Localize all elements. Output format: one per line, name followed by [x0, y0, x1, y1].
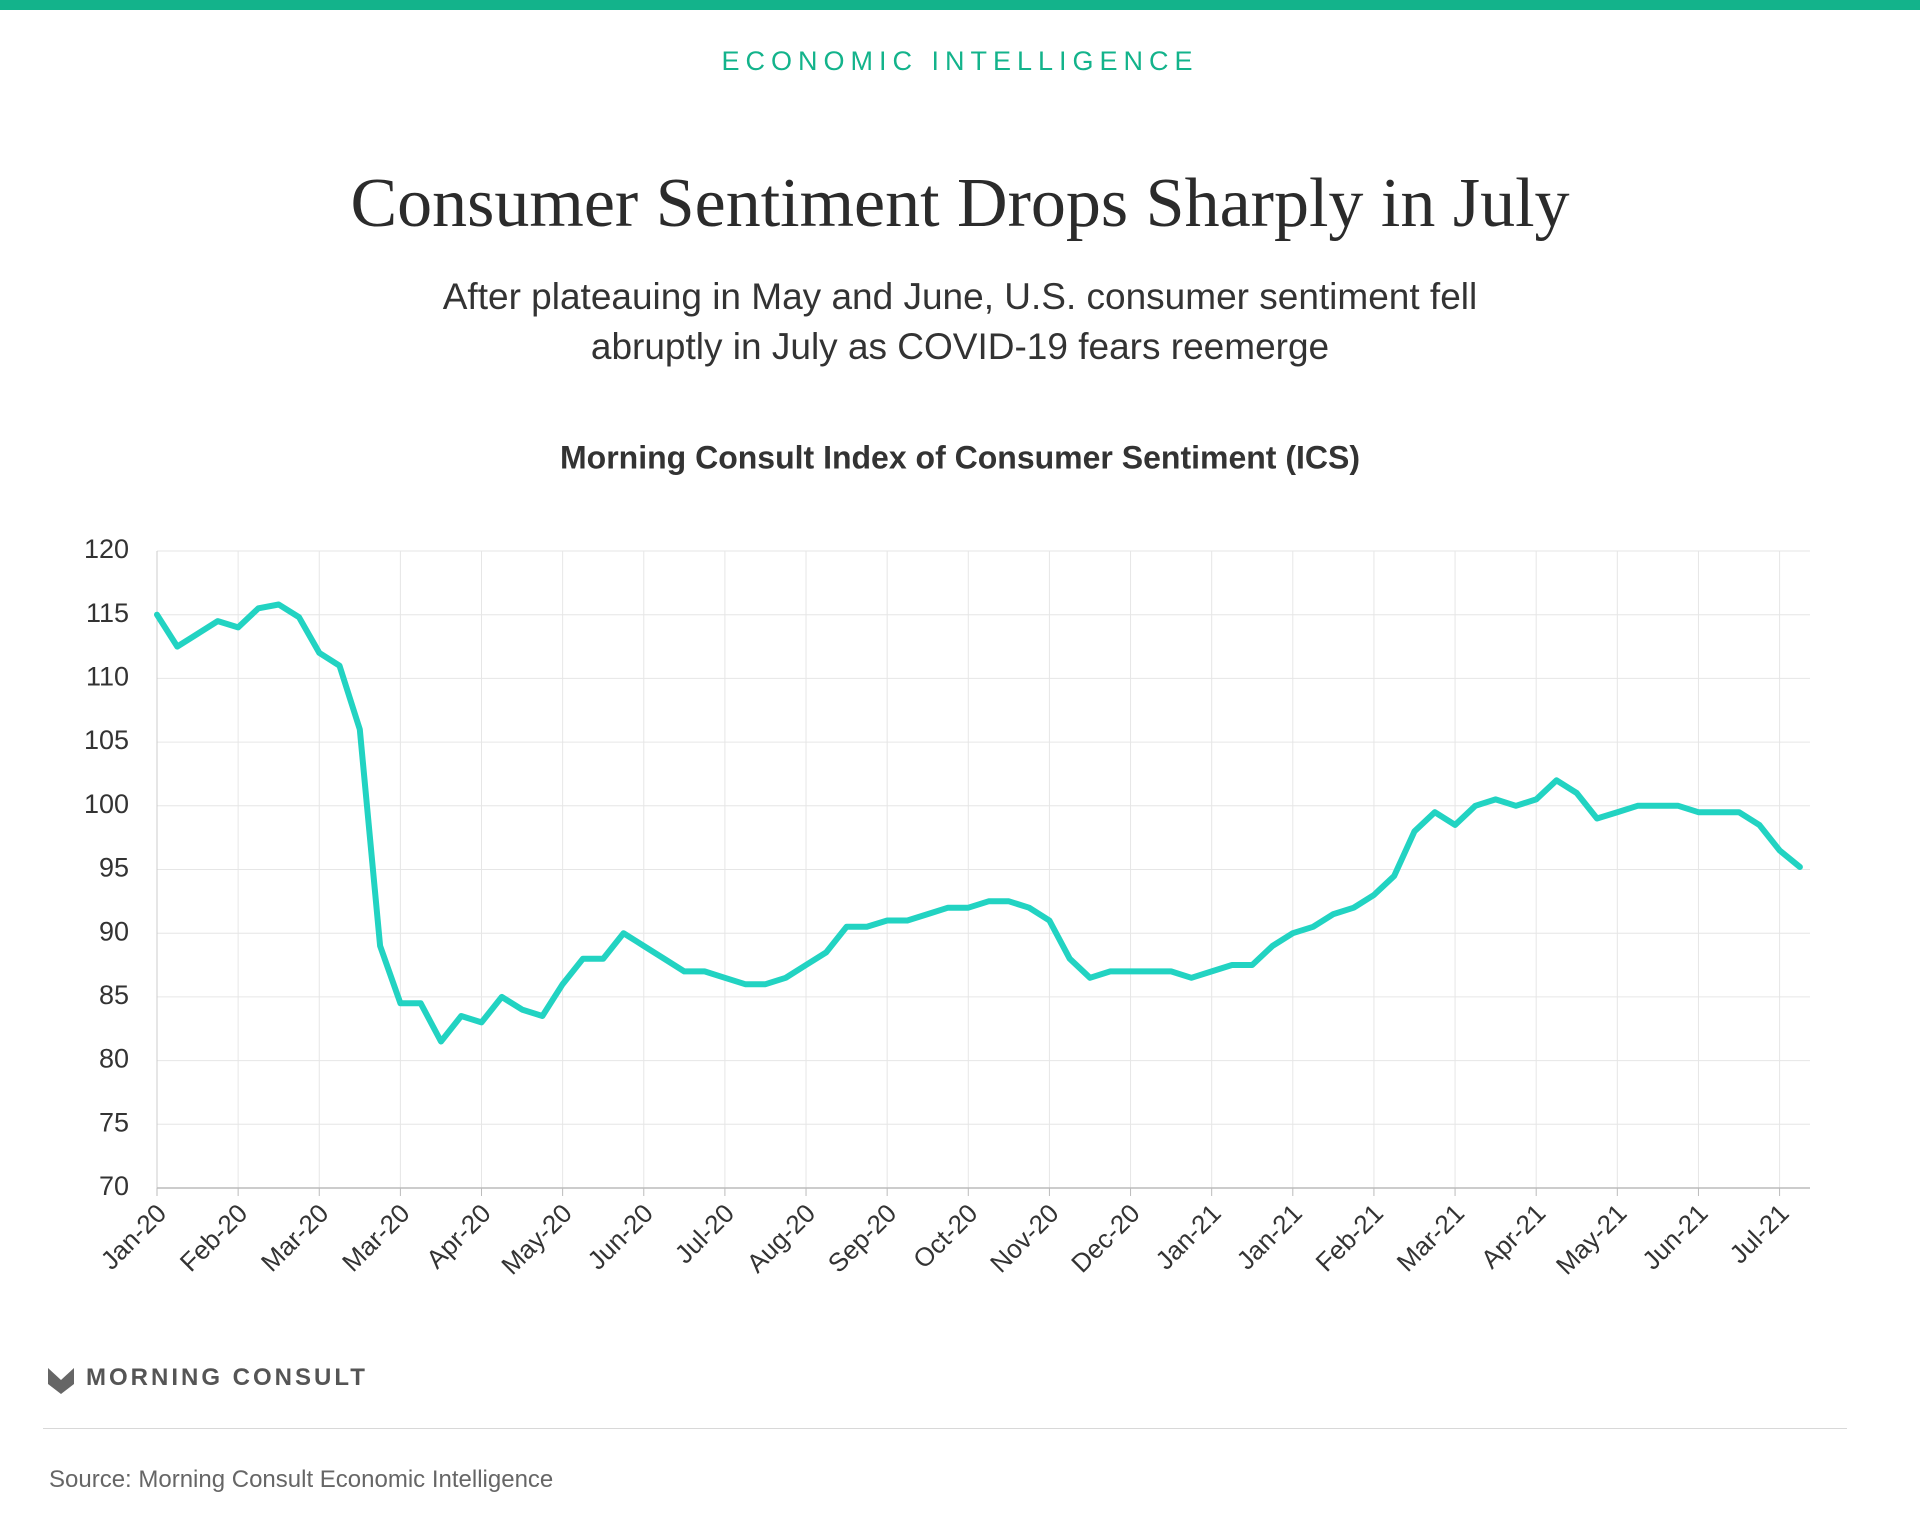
y-tick-label: 110: [86, 662, 129, 692]
x-tick-label: May-21: [1550, 1198, 1633, 1281]
x-tick-label: Mar-21: [1391, 1198, 1470, 1277]
divider: [43, 1428, 1847, 1429]
y-tick-label: 105: [84, 725, 129, 755]
x-tick-label: Sep-20: [822, 1198, 902, 1278]
line: [154, 601, 1803, 1045]
x-tick-label: Jun-21: [1636, 1198, 1713, 1275]
x-tick-label: Nov-20: [984, 1198, 1064, 1278]
x-tick-label: Dec-20: [1065, 1198, 1145, 1278]
brand: MORNING CONSULT: [86, 1364, 368, 1391]
source: Source: Morning Consult Economic Intelli…: [49, 1466, 554, 1493]
x-tick-label: Jun-20: [581, 1198, 658, 1275]
y-tick-label: 120: [84, 534, 129, 564]
title: Consumer Sentiment Drops Sharply in July: [350, 165, 1570, 242]
top-bar: [0, 0, 1920, 10]
y-tick-label: 115: [86, 598, 129, 628]
y-tick-label: 100: [84, 789, 129, 819]
y-tick-label: 70: [99, 1171, 129, 1201]
x-tick-label: Jan-21: [1149, 1198, 1226, 1275]
x-tick-label: Apr-20: [420, 1198, 496, 1274]
x-tick-label: Mar-20: [255, 1198, 334, 1277]
y-tick-label: 85: [99, 980, 129, 1010]
brand-logo: [48, 1368, 74, 1394]
kicker: ECONOMIC INTELLIGENCE: [721, 46, 1199, 76]
y-tick-label: 80: [99, 1044, 129, 1074]
x-tick-label: May-20: [495, 1198, 578, 1281]
x-tick-label: Jul-20: [669, 1198, 740, 1269]
y-tick-label: 75: [99, 1107, 129, 1137]
x-tick-label: Jul-21: [1723, 1198, 1794, 1269]
x-tick-label: Mar-20: [336, 1198, 415, 1277]
x-tick-label: Oct-20: [907, 1198, 983, 1274]
y-tick-label: 95: [99, 853, 129, 883]
x-tick-label: Apr-21: [1475, 1198, 1551, 1274]
x-tick-label: Feb-21: [1310, 1198, 1389, 1277]
y-tick-label: 90: [99, 916, 129, 946]
x-tick-label: Aug-20: [741, 1198, 821, 1278]
plot-title: Morning Consult Index of Consumer Sentim…: [560, 439, 1360, 475]
x-tick-label: Feb-20: [174, 1198, 253, 1277]
subtitle: After plateauing in May and June, U.S. c…: [442, 276, 1478, 367]
x-tick-label: Jan-21: [1230, 1198, 1307, 1275]
x-tick-label: Jan-20: [95, 1198, 172, 1275]
